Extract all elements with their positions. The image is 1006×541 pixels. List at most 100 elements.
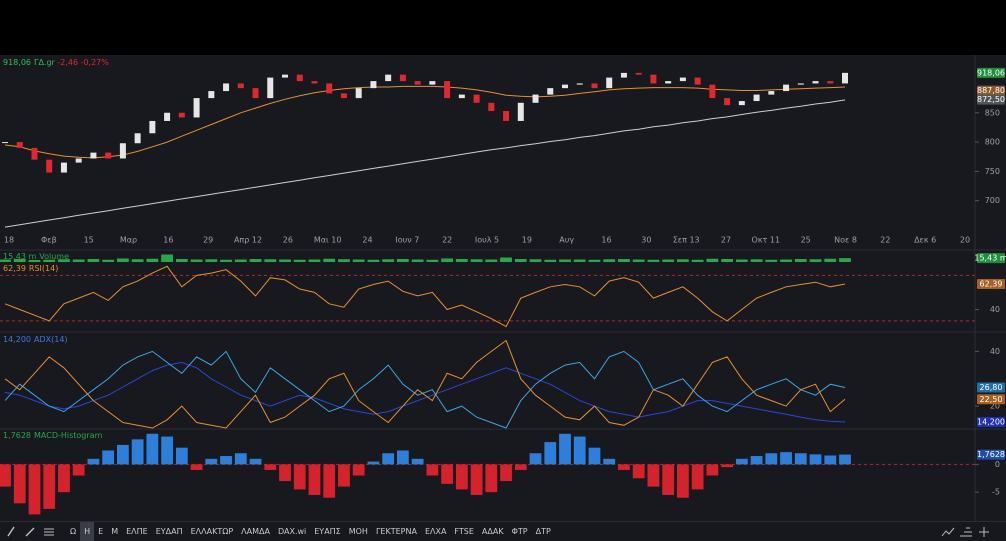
price-tag bbox=[977, 382, 1005, 393]
bar bbox=[706, 258, 719, 262]
bar bbox=[647, 259, 660, 262]
bar bbox=[839, 454, 851, 465]
symbol: ΓΔ.gr bbox=[34, 58, 56, 67]
candle bbox=[768, 91, 775, 95]
toolbar-button[interactable]: ΑΔΑΚ bbox=[481, 527, 504, 536]
bar bbox=[146, 433, 159, 465]
toolbar-button[interactable]: Η bbox=[80, 522, 95, 541]
x-tick-label: Φεβ bbox=[41, 236, 57, 245]
bar bbox=[0, 259, 11, 262]
candle bbox=[724, 98, 731, 106]
toolbar-button[interactable]: Ε bbox=[98, 527, 104, 536]
toolbar-button[interactable]: ΕΛΛΑΚΤΩΡ bbox=[190, 527, 234, 536]
bar bbox=[72, 464, 85, 476]
pane-title: ADX(14) bbox=[34, 335, 68, 344]
bar bbox=[632, 464, 645, 479]
toolbar-button[interactable]: ΕΥΑΠΣ bbox=[314, 527, 341, 536]
x-tick-label: 24 bbox=[362, 236, 372, 245]
pane-title: MACD-Histogram bbox=[34, 431, 103, 440]
candle bbox=[650, 74, 657, 84]
toolbar-button[interactable]: ΜΟΗ bbox=[348, 527, 368, 536]
candle bbox=[694, 77, 701, 85]
toolbar-button[interactable]: ΛΑΜΔΑ bbox=[241, 527, 270, 536]
price-tag-label: 887,80 bbox=[977, 86, 1005, 95]
x-tick-label: Μαρ bbox=[120, 236, 137, 245]
x-tick-label: Απρ 12 bbox=[234, 236, 262, 245]
toolbar-button[interactable]: ΕΛΠΕ bbox=[126, 527, 148, 536]
bar bbox=[780, 452, 792, 465]
pane-label: 15,43 m Volume bbox=[3, 252, 69, 261]
candle bbox=[591, 83, 598, 89]
toolbar-button[interactable]: DAX.wi bbox=[277, 527, 307, 536]
bar bbox=[13, 259, 26, 262]
bar bbox=[559, 259, 571, 262]
candle bbox=[517, 102, 524, 121]
bar bbox=[794, 259, 807, 262]
bar bbox=[161, 254, 173, 262]
bar bbox=[220, 259, 232, 262]
bar bbox=[249, 259, 262, 262]
bar bbox=[338, 259, 350, 262]
bar bbox=[721, 259, 733, 262]
bar bbox=[618, 464, 630, 470]
bar bbox=[117, 444, 129, 465]
y-tick-label: 0 bbox=[995, 460, 1000, 469]
bar bbox=[205, 259, 218, 262]
price-tag-label: 22,50 bbox=[980, 395, 1003, 404]
x-tick-label: 27 bbox=[721, 236, 731, 245]
candle bbox=[709, 84, 716, 99]
right-icons bbox=[941, 527, 989, 537]
pane-label: 62,39 RSI(14) bbox=[3, 264, 58, 273]
bar bbox=[13, 464, 26, 504]
x-tick-label: Δεκ 6 bbox=[914, 236, 936, 245]
x-tick-label: 19 bbox=[522, 236, 532, 245]
bar bbox=[780, 259, 792, 262]
bar bbox=[559, 433, 571, 465]
bar bbox=[500, 257, 512, 262]
candle bbox=[296, 74, 303, 82]
toolbar-button[interactable]: ΕΥΔΑΠ bbox=[155, 527, 183, 536]
candle bbox=[444, 81, 451, 99]
candle bbox=[385, 74, 392, 82]
toolbar-button[interactable]: ΓΕΚΤΕΡΝΑ bbox=[375, 527, 417, 536]
x-tick-label: 30 bbox=[641, 236, 651, 245]
pane-label: 14,200 ADX(14) bbox=[3, 335, 68, 344]
x-tick-label: 16 bbox=[163, 236, 173, 245]
bar bbox=[28, 260, 41, 262]
bar bbox=[470, 464, 483, 495]
toolbar-button[interactable]: Μ bbox=[111, 527, 119, 536]
bar bbox=[175, 259, 188, 262]
toolbar-button[interactable]: FTSE bbox=[454, 527, 474, 536]
bar bbox=[618, 259, 630, 262]
candle bbox=[16, 142, 23, 148]
toolbar-button[interactable]: ΦΤΡ bbox=[511, 527, 528, 536]
bar bbox=[426, 259, 439, 262]
last-price: 918,06 bbox=[3, 58, 31, 67]
bar bbox=[765, 453, 778, 465]
x-tick-label: Οκτ 11 bbox=[752, 236, 781, 245]
x-tick-label: Ιουλ 5 bbox=[475, 236, 499, 245]
candle bbox=[267, 77, 274, 99]
toolbar-button[interactable]: ΔΤΡ bbox=[535, 527, 551, 536]
bar bbox=[750, 259, 763, 262]
bar bbox=[839, 258, 851, 262]
price-tag bbox=[977, 85, 1005, 96]
bar bbox=[249, 458, 262, 465]
bar bbox=[264, 259, 277, 262]
toolbar-button[interactable]: ΕΛΧΑ bbox=[424, 527, 447, 536]
bar bbox=[485, 259, 498, 262]
candle bbox=[753, 94, 760, 102]
toolbar-button[interactable]: Ω bbox=[70, 527, 77, 536]
bar bbox=[485, 464, 498, 493]
candle bbox=[606, 77, 613, 89]
bar bbox=[293, 259, 306, 262]
bar bbox=[735, 458, 748, 465]
candle bbox=[399, 74, 406, 82]
candle bbox=[414, 81, 421, 85]
candle bbox=[576, 83, 583, 85]
price-tag bbox=[977, 279, 1005, 290]
bar bbox=[677, 259, 689, 262]
candle bbox=[164, 112, 171, 121]
indicator-line bbox=[4, 350, 846, 429]
pane-title: Volume bbox=[39, 252, 69, 261]
